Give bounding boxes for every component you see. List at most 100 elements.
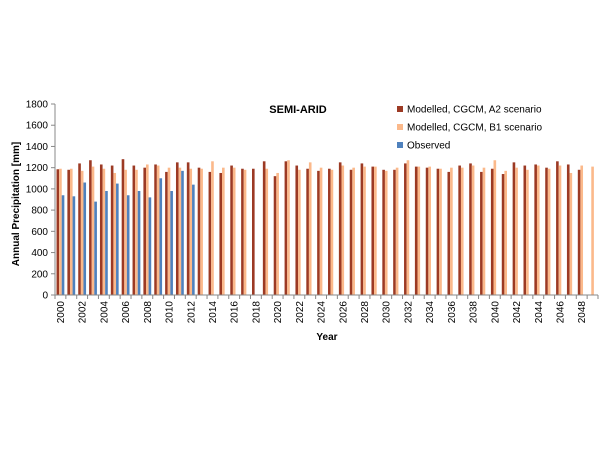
bar-series-1: [577, 169, 581, 295]
bar-series-2: [167, 167, 171, 295]
bar-series-2: [493, 160, 497, 295]
x-tick-label: 2034: [425, 301, 436, 324]
bar-series-2: [580, 165, 584, 295]
bar-series-1: [56, 169, 60, 295]
bar-series-1: [110, 165, 114, 295]
bar-series-3: [170, 191, 173, 295]
legend-label-1: Modelled, CGCM, A2 scenario: [407, 105, 542, 116]
x-tick-label: 2032: [403, 301, 414, 324]
bar-series-2: [363, 166, 366, 295]
bar-series-2: [558, 165, 562, 295]
bar-series-1: [165, 171, 168, 295]
bar-series-1: [317, 170, 320, 295]
bar-series-1: [523, 165, 527, 295]
bar-series-1: [556, 161, 559, 295]
bar-series-1: [219, 172, 223, 295]
bar-series-1: [360, 163, 364, 295]
bar-series-2: [243, 169, 247, 295]
bar-series-2: [189, 168, 193, 295]
bar-series-1: [534, 164, 537, 295]
bar-series-3: [126, 195, 130, 295]
legend: Modelled, CGCM, A2 scenario Modelled, CGC…: [397, 105, 542, 152]
bar-series-1: [393, 169, 396, 295]
x-tick-label: 2004: [99, 301, 110, 324]
bar-series-1: [154, 164, 157, 295]
bar-series-1: [132, 165, 136, 295]
x-tick-label: 2046: [555, 301, 566, 324]
x-axis-title: Year: [316, 332, 337, 343]
bar-series-2: [178, 167, 182, 295]
x-tick-label: 2040: [490, 301, 501, 324]
bar-series-1: [512, 162, 516, 295]
bar-series-1: [99, 164, 103, 295]
bar-series-3: [105, 191, 108, 295]
x-tick-label: 2010: [165, 301, 176, 324]
bar-series-2: [91, 166, 95, 295]
y-tick-label: 1000: [26, 184, 49, 195]
x-tick-label: 2036: [447, 301, 458, 324]
x-tick-label: 2016: [230, 301, 241, 324]
bar-series-2: [265, 168, 269, 295]
y-tick-label: 800: [31, 206, 48, 217]
bars-layer: [56, 159, 594, 295]
bar-series-1: [306, 168, 309, 295]
bar-series-2: [298, 169, 301, 295]
bar-series-1: [262, 161, 266, 295]
bar-series-1: [425, 167, 429, 295]
bar-series-2: [200, 168, 203, 295]
bar-series-3: [159, 178, 163, 295]
bar-series-2: [287, 160, 290, 295]
bar-series-1: [480, 171, 483, 295]
bar-series-2: [504, 170, 507, 295]
bar-series-3: [83, 182, 87, 295]
bar-series-1: [186, 162, 190, 295]
bar-series-2: [330, 169, 334, 295]
x-tick-label: 2000: [56, 301, 67, 324]
bar-series-2: [156, 165, 160, 295]
x-tick-label: 2042: [512, 301, 523, 324]
legend-label-3: Observed: [407, 141, 450, 152]
bar-series-1: [328, 168, 331, 295]
x-tick-label: 2006: [121, 301, 132, 324]
bar-series-2: [59, 168, 62, 295]
bar-series-2: [439, 168, 442, 295]
bar-series-1: [338, 162, 342, 295]
bar-series-2: [232, 167, 236, 295]
bar-series-1: [143, 167, 147, 295]
bar-series-2: [471, 165, 475, 295]
bar-series-1: [197, 167, 201, 295]
legend-swatch-1: [397, 106, 403, 112]
bar-series-1: [121, 159, 125, 295]
x-tick-label: 2026: [338, 301, 349, 324]
bar-series-1: [566, 164, 570, 295]
axes-layer: 0 200 400 600 800 1000 1200 1400 1600 1800 2000 200…: [26, 100, 599, 324]
bar-series-1: [208, 171, 212, 295]
x-tick-label: 2008: [143, 301, 154, 324]
bar-series-2: [135, 169, 138, 295]
bar-series-2: [319, 167, 323, 295]
bar-series-1: [349, 169, 353, 295]
y-tick-label: 0: [42, 291, 48, 302]
bar-series-3: [148, 197, 152, 295]
bar-series-2: [276, 172, 279, 295]
bar-series-1: [78, 163, 81, 295]
bar-series-2: [482, 167, 486, 295]
bar-series-2: [222, 167, 225, 295]
x-tick-label: 2002: [78, 301, 89, 324]
bar-series-2: [591, 166, 594, 295]
bar-series-1: [252, 168, 255, 295]
x-tick-label: 2024: [317, 301, 328, 324]
bar-series-2: [428, 166, 431, 295]
bar-series-2: [374, 166, 377, 295]
bar-series-2: [526, 169, 529, 295]
y-tick-label: 1800: [26, 100, 49, 111]
bar-series-1: [458, 165, 461, 295]
bar-series-2: [395, 167, 399, 295]
x-tick-label: 2038: [469, 301, 480, 324]
bar-series-2: [124, 169, 127, 295]
bar-series-1: [404, 163, 407, 295]
bar-series-1: [447, 171, 451, 295]
y-tick-label: 200: [31, 269, 48, 280]
bar-series-2: [113, 172, 117, 295]
bar-series-2: [406, 160, 410, 295]
